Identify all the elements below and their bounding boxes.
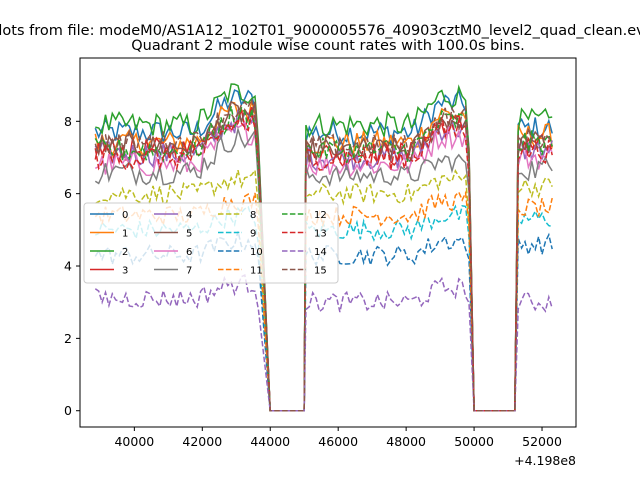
x-offset-label: +4.198e8 — [514, 453, 576, 468]
y-tick-label: 0 — [64, 403, 72, 418]
legend-label: 12 — [314, 210, 327, 221]
legend-label: 7 — [186, 266, 192, 277]
legend-label: 13 — [314, 229, 327, 240]
axes-frame — [79, 57, 577, 428]
axes-title: Quadrant 2 module wise count rates with … — [131, 38, 525, 54]
x-tick-label: 48000 — [386, 434, 426, 449]
series-line-15 — [94, 97, 553, 412]
x-tick-label: 46000 — [318, 434, 358, 449]
y-tick-label: 8 — [64, 114, 72, 129]
legend-label: 4 — [186, 210, 192, 221]
legend-label: 2 — [122, 247, 128, 258]
legend-label: 8 — [250, 210, 256, 221]
series-line-0 — [94, 88, 553, 412]
y-tick-label: 6 — [64, 186, 72, 201]
y-tick-label: 4 — [64, 259, 72, 274]
legend-label: 3 — [122, 266, 128, 277]
legend-label: 6 — [186, 247, 192, 258]
legend-label: 14 — [314, 247, 327, 258]
x-tick-label: 52000 — [522, 434, 562, 449]
series-line-2 — [95, 83, 553, 412]
legend-label: 11 — [250, 266, 263, 277]
legend-label: 5 — [186, 229, 192, 240]
legend-label: 9 — [250, 229, 256, 240]
legend-box — [83, 202, 339, 284]
x-tick-label: 44000 — [250, 434, 290, 449]
legend-label: 0 — [122, 210, 128, 221]
x-axis: 40000 42000 44000 46000 48000 50000 52000 — [114, 427, 562, 449]
series-line-7 — [94, 126, 553, 412]
y-axis: 0 2 4 6 8 — [64, 114, 80, 418]
legend-label: 10 — [250, 247, 263, 258]
legend-label: 15 — [314, 266, 327, 277]
series-line-14 — [94, 274, 553, 412]
y-tick-label: 2 — [64, 331, 72, 346]
series-line-8 — [94, 168, 553, 412]
x-tick-label: 42000 — [182, 434, 222, 449]
x-tick-label: 50000 — [454, 434, 494, 449]
series-line-12 — [94, 106, 553, 412]
x-tick-label: 40000 — [114, 434, 154, 449]
legend-label: 1 — [122, 229, 128, 240]
figure-suptitle: Plots from file: modeM0/AS1A12_102T01_90… — [0, 23, 640, 39]
series-line-13 — [94, 115, 553, 412]
series-line-6 — [94, 120, 553, 412]
